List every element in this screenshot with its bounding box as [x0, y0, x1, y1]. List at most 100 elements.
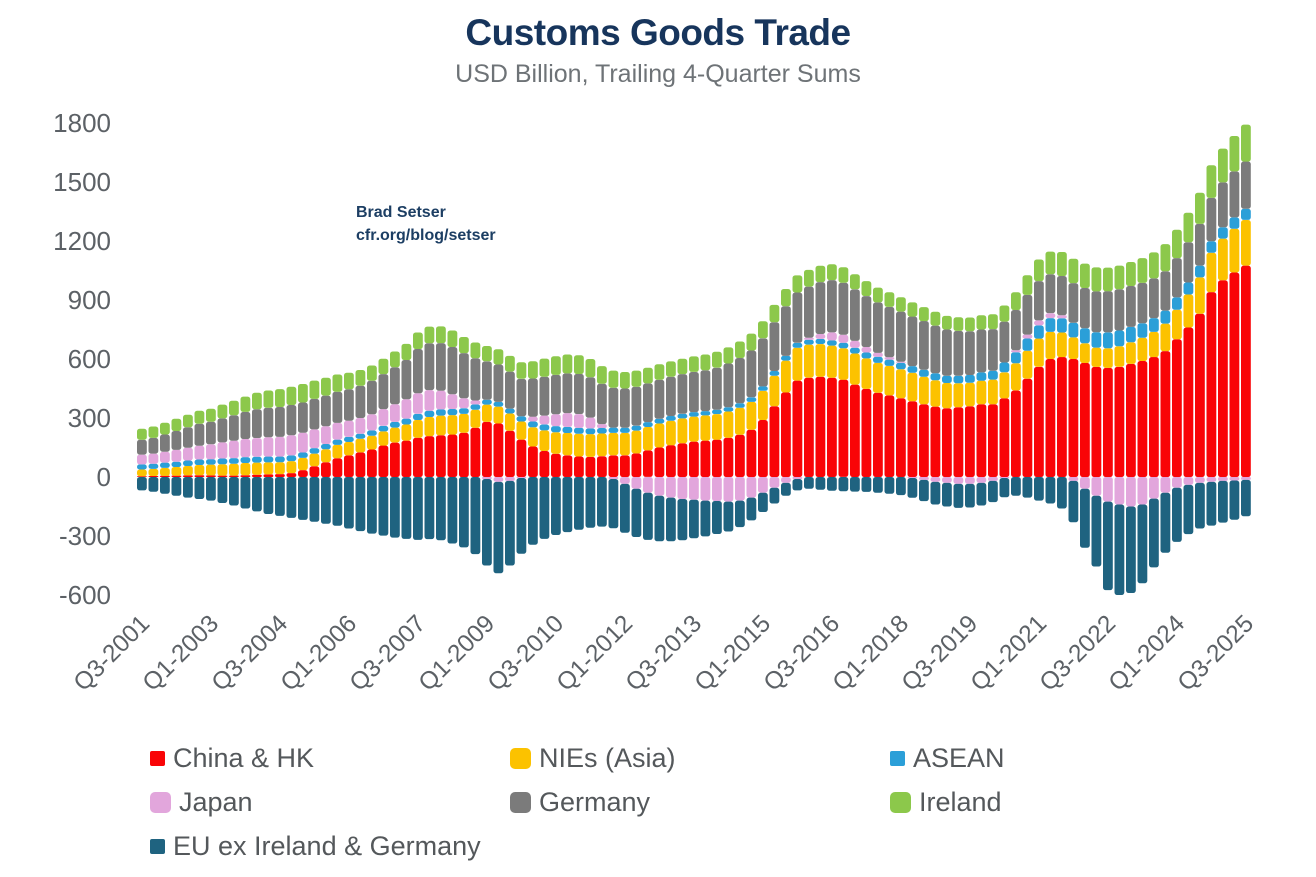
bar-segment	[240, 463, 251, 476]
bar-segment	[470, 400, 481, 405]
legend-item: China & HK	[150, 743, 510, 774]
bar-segment	[298, 470, 308, 477]
bar-segment	[1206, 241, 1217, 253]
bar-segment	[424, 417, 435, 437]
bar-segment	[493, 406, 504, 424]
bar-segment	[1126, 262, 1136, 286]
x-axis-tick-label: Q1-2024	[1104, 610, 1191, 697]
bar-segment	[1195, 482, 1205, 529]
bar-segment	[574, 433, 584, 457]
bar-segment	[1241, 124, 1251, 162]
bar-segment	[620, 455, 630, 477]
bar-segment	[332, 374, 343, 392]
bar-segment	[919, 376, 929, 405]
bar-segment	[907, 366, 918, 373]
bar-segment	[562, 413, 573, 427]
bar-segment	[390, 421, 400, 428]
bar-segment	[321, 426, 331, 444]
source-annotation: Brad Setser cfr.org/blog/setser	[356, 201, 496, 247]
bar-segment	[1045, 359, 1056, 477]
bar-segment	[873, 392, 883, 477]
bar-segment	[677, 358, 688, 375]
bar-segment	[562, 426, 573, 433]
bar-segment	[1011, 292, 1021, 310]
bar-segment	[321, 395, 331, 427]
bar-segment	[1022, 378, 1033, 477]
bar-segment	[815, 376, 826, 477]
bar-segment	[1034, 281, 1044, 321]
bar-segment	[919, 479, 929, 502]
bar-segment	[988, 329, 998, 371]
bar-segment	[804, 377, 814, 477]
bar-segment	[1195, 477, 1205, 483]
bar-segment	[309, 466, 320, 477]
bar-segment	[620, 477, 630, 484]
bar-segment	[884, 395, 895, 477]
bar-segment	[896, 362, 906, 370]
bar-segment	[390, 442, 400, 477]
bar-segment	[1103, 501, 1113, 591]
bar-segment	[827, 332, 837, 341]
bar-segment	[447, 415, 458, 435]
bar-segment	[631, 425, 642, 431]
bar-segment	[275, 407, 285, 437]
bar-segment	[815, 282, 826, 334]
bar-segment	[137, 476, 147, 477]
bar-segment	[275, 456, 285, 463]
bar-segment	[585, 456, 596, 477]
legend-label: NIEs (Asia)	[539, 743, 676, 773]
bar-segment	[263, 462, 274, 475]
bar-segment	[907, 316, 918, 367]
annotation-link: cfr.org/blog/setser	[356, 227, 496, 245]
bar-segment	[1103, 477, 1113, 502]
x-axis-tick-label: Q3-2001	[69, 610, 156, 697]
bar-segment	[746, 497, 757, 521]
bar-segment	[493, 477, 504, 482]
bar-segment	[1195, 265, 1205, 278]
bar-segment	[344, 436, 354, 442]
legend-item: Ireland	[890, 787, 1005, 818]
bar-segment	[919, 404, 929, 477]
bar-segment	[309, 398, 320, 430]
bar-segment	[551, 356, 561, 375]
bar-segment	[321, 462, 331, 478]
bar-segment	[700, 415, 711, 441]
bar-segment	[1045, 251, 1056, 275]
bar-segment	[183, 477, 193, 498]
bar-segment	[1137, 282, 1148, 324]
bar-segment	[735, 407, 745, 435]
bar-segment	[413, 393, 423, 414]
bar-segment	[1126, 477, 1136, 507]
bar-segment	[482, 361, 492, 400]
bar-segment	[240, 439, 251, 458]
bar-segment	[148, 453, 159, 464]
bar-segment	[459, 337, 469, 354]
legend-swatch	[890, 751, 905, 766]
bar-segment	[206, 475, 216, 477]
bar-segment	[746, 333, 757, 351]
bar-segment	[965, 483, 975, 508]
bar-segment	[827, 340, 837, 346]
bar-segment	[827, 377, 837, 477]
bar-segment	[229, 458, 239, 464]
bar-segment	[252, 456, 262, 463]
bar-segment	[746, 397, 757, 402]
bar-segment	[1045, 313, 1056, 319]
bar-segment	[1080, 343, 1090, 363]
bar-segment	[1091, 495, 1102, 567]
bar-segment	[585, 359, 596, 378]
bar-segment	[436, 477, 446, 541]
bar-segment	[1011, 352, 1021, 364]
bar-segment	[252, 462, 262, 475]
bar-segment	[401, 440, 412, 477]
bar-segment	[137, 428, 147, 440]
bar-segment	[1126, 506, 1136, 593]
bar-segment	[217, 418, 228, 443]
bar-segment	[976, 329, 987, 373]
bar-segment	[275, 477, 285, 516]
x-axis-tick-label: Q3-2019	[897, 610, 984, 697]
bar-segment	[1172, 229, 1182, 259]
bar-segment	[654, 423, 665, 448]
bar-segment	[712, 501, 722, 534]
